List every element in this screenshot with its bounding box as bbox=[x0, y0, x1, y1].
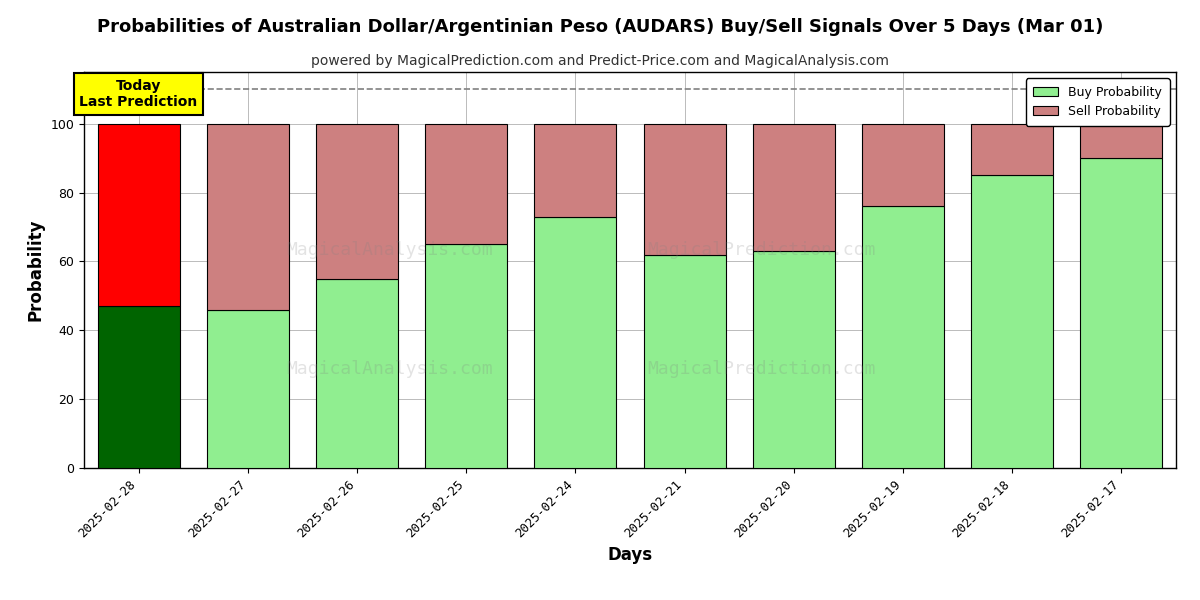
Bar bbox=[971, 175, 1054, 468]
Bar bbox=[1080, 124, 1163, 158]
Bar bbox=[643, 124, 726, 254]
Y-axis label: Probability: Probability bbox=[26, 219, 44, 321]
Bar bbox=[425, 124, 508, 244]
Bar bbox=[862, 206, 944, 468]
Text: powered by MagicalPrediction.com and Predict-Price.com and MagicalAnalysis.com: powered by MagicalPrediction.com and Pre… bbox=[311, 54, 889, 68]
Text: Probabilities of Australian Dollar/Argentinian Peso (AUDARS) Buy/Sell Signals Ov: Probabilities of Australian Dollar/Argen… bbox=[97, 18, 1103, 36]
Bar bbox=[206, 310, 289, 468]
Bar bbox=[534, 124, 617, 217]
Text: MagicalAnalysis.com: MagicalAnalysis.com bbox=[287, 360, 493, 378]
Text: MagicalPrediction.com: MagicalPrediction.com bbox=[647, 241, 875, 259]
Bar bbox=[97, 306, 180, 468]
Text: Today
Last Prediction: Today Last Prediction bbox=[79, 79, 198, 109]
Bar bbox=[643, 254, 726, 468]
Text: MagicalPrediction.com: MagicalPrediction.com bbox=[647, 360, 875, 378]
Bar bbox=[752, 124, 835, 251]
X-axis label: Days: Days bbox=[607, 545, 653, 563]
Bar bbox=[206, 124, 289, 310]
Legend: Buy Probability, Sell Probability: Buy Probability, Sell Probability bbox=[1026, 78, 1170, 125]
Bar bbox=[971, 124, 1054, 175]
Bar bbox=[1080, 158, 1163, 468]
Bar bbox=[316, 278, 398, 468]
Bar bbox=[316, 124, 398, 278]
Text: MagicalAnalysis.com: MagicalAnalysis.com bbox=[287, 241, 493, 259]
Bar bbox=[534, 217, 617, 468]
Bar bbox=[862, 124, 944, 206]
Bar bbox=[425, 244, 508, 468]
Bar bbox=[752, 251, 835, 468]
Bar bbox=[97, 124, 180, 306]
